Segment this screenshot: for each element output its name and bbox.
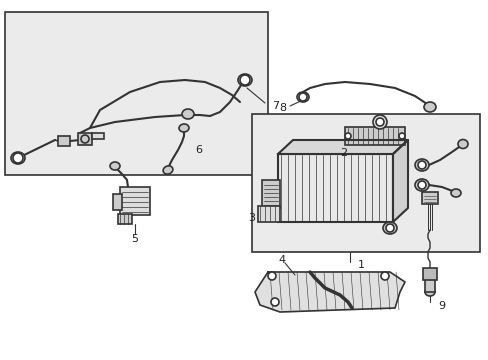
Circle shape <box>380 272 388 280</box>
Bar <box>120 187 150 215</box>
Text: 8: 8 <box>278 103 285 113</box>
Ellipse shape <box>450 189 460 197</box>
Ellipse shape <box>11 152 25 164</box>
Text: 6: 6 <box>195 145 202 155</box>
Circle shape <box>417 181 425 189</box>
Circle shape <box>13 153 23 163</box>
Text: 2: 2 <box>339 148 346 158</box>
Circle shape <box>81 135 89 143</box>
Circle shape <box>298 93 306 101</box>
Bar <box>78 133 92 145</box>
Ellipse shape <box>414 179 428 191</box>
Bar <box>58 136 70 146</box>
Ellipse shape <box>182 109 194 119</box>
Bar <box>118 214 132 224</box>
Polygon shape <box>254 272 404 312</box>
Text: 7: 7 <box>271 101 279 111</box>
Text: 5: 5 <box>131 234 138 244</box>
Circle shape <box>385 224 393 232</box>
Ellipse shape <box>414 159 428 171</box>
Polygon shape <box>278 140 407 154</box>
Bar <box>345 127 404 145</box>
Bar <box>258 206 280 222</box>
Bar <box>92 133 104 139</box>
Circle shape <box>270 298 279 306</box>
Circle shape <box>267 272 275 280</box>
Ellipse shape <box>238 74 251 86</box>
Circle shape <box>417 161 425 169</box>
Bar <box>5 12 267 175</box>
Bar <box>421 192 437 204</box>
Circle shape <box>398 133 404 139</box>
Ellipse shape <box>382 222 396 234</box>
Text: 4: 4 <box>278 255 285 265</box>
Circle shape <box>375 118 383 126</box>
Ellipse shape <box>110 162 120 170</box>
Ellipse shape <box>296 92 308 102</box>
Bar <box>424 274 434 292</box>
Bar <box>278 154 392 222</box>
Circle shape <box>240 75 249 85</box>
Text: 3: 3 <box>247 213 254 223</box>
Polygon shape <box>392 140 407 222</box>
Ellipse shape <box>163 166 173 174</box>
Ellipse shape <box>424 288 434 296</box>
Bar <box>262 180 280 208</box>
Ellipse shape <box>457 140 467 149</box>
Bar <box>422 268 436 280</box>
Text: 1: 1 <box>357 260 364 270</box>
Circle shape <box>345 133 350 139</box>
Circle shape <box>372 115 386 129</box>
Bar <box>251 114 479 252</box>
Ellipse shape <box>423 102 435 112</box>
Bar <box>113 194 122 210</box>
Ellipse shape <box>179 124 188 132</box>
Text: 9: 9 <box>437 301 444 311</box>
